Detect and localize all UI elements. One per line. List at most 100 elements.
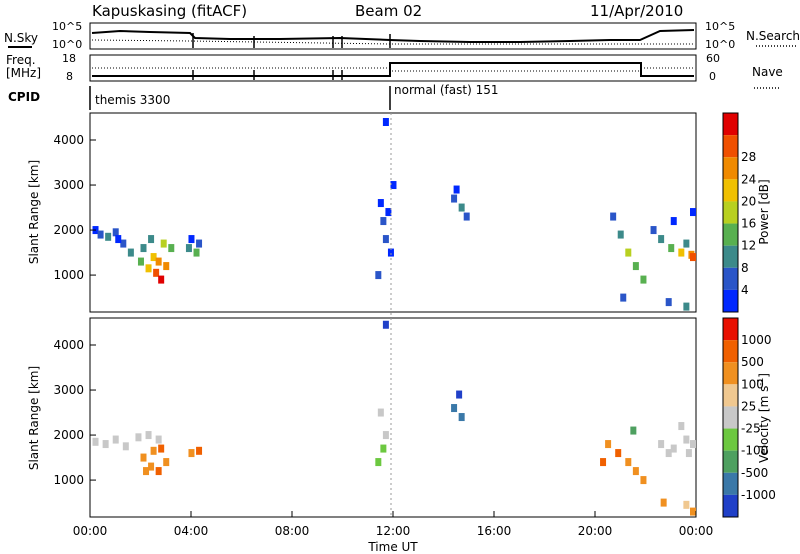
power-cell xyxy=(640,275,647,284)
power-cell xyxy=(650,226,657,235)
velocity-cell xyxy=(163,458,170,467)
power-cell xyxy=(458,203,465,212)
nsky-label: N.Sky xyxy=(4,31,38,45)
velocity-colorbar-swatch xyxy=(723,340,738,363)
power-colorbar-swatch xyxy=(723,113,738,136)
power-colorbar-swatch xyxy=(723,135,738,158)
nsky-trace xyxy=(91,29,695,43)
power-cell xyxy=(160,239,167,248)
velocity-cell xyxy=(102,440,109,449)
velocity-y-axis: 1000 2000 3000 4000 xyxy=(53,338,96,487)
velocity-cell xyxy=(375,458,382,467)
beam-label: Beam 02 xyxy=(355,2,422,20)
velocity-cell xyxy=(615,449,622,458)
power-y-axis-label: Slant Range [km] xyxy=(27,160,41,264)
power-colorbar-tick: 8 xyxy=(741,261,749,275)
velocity-colorbar-tick: -1000 xyxy=(741,488,776,502)
power-colorbar-swatch xyxy=(723,267,738,290)
velocity-cell xyxy=(690,507,696,516)
velocity-colorbar-label-end: ] xyxy=(757,373,771,378)
date-label: 11/Apr/2010 xyxy=(590,2,683,20)
power-colorbar-tick: 12 xyxy=(741,239,756,253)
power-cells xyxy=(92,118,696,311)
power-cell xyxy=(678,248,685,257)
freq-trace xyxy=(92,62,694,77)
velocity-cell xyxy=(380,444,387,453)
velocity-cell xyxy=(658,440,665,449)
velocity-colorbar-tick: 100 xyxy=(741,377,764,391)
power-cell xyxy=(683,302,690,311)
velocity-y-tick-label: 2000 xyxy=(53,428,84,442)
velocity-colorbar-tick: -500 xyxy=(741,466,768,480)
power-colorbar-label: Power [dB] xyxy=(757,179,771,244)
freq-tick-high: 18 xyxy=(62,52,76,65)
power-cell xyxy=(390,181,397,190)
cpid-label: CPID xyxy=(8,90,40,104)
power-cell xyxy=(140,244,147,253)
nave-tick-high: 60 xyxy=(706,52,720,65)
velocity-cell xyxy=(112,435,119,444)
velocity-cell xyxy=(630,426,637,435)
velocity-colorbar-label-main: Velocity [m s xyxy=(757,386,771,463)
x-tick-label: 12:00 xyxy=(376,524,411,538)
x-tick-label: 04:00 xyxy=(174,524,209,538)
velocity-cell xyxy=(148,462,155,471)
nave-label: Nave xyxy=(752,65,783,79)
velocity-cell xyxy=(458,413,465,422)
cpid-strip: CPID themis 3300 normal (fast) 151 xyxy=(8,83,498,110)
freq-label-line2: [MHz] xyxy=(6,66,41,80)
power-colorbar-swatch xyxy=(723,179,738,202)
power-cell xyxy=(155,257,162,266)
power-colorbar-tick: 4 xyxy=(741,283,749,297)
velocity-cell xyxy=(143,467,150,476)
power-cell xyxy=(385,208,392,217)
velocity-cell xyxy=(188,449,195,458)
velocity-y-tick-label: 4000 xyxy=(53,338,84,352)
velocity-cell xyxy=(155,467,162,476)
power-y-tick-label: 3000 xyxy=(53,178,84,192)
velocity-colorbar-swatch xyxy=(723,494,738,517)
power-colorbar-tick: 24 xyxy=(741,172,756,186)
velocity-colorbar-tick: 500 xyxy=(741,355,764,369)
velocity-colorbar-swatch xyxy=(723,472,738,495)
velocity-cell xyxy=(683,435,690,444)
power-colorbar-swatch xyxy=(723,245,738,268)
velocity-cell xyxy=(660,498,667,507)
power-cell xyxy=(150,253,157,262)
velocity-colorbar-tick: 25 xyxy=(741,399,756,413)
power-colorbar-tick: 16 xyxy=(741,217,756,231)
power-cell xyxy=(97,230,104,239)
power-colorbar-swatch xyxy=(723,157,738,180)
velocity-colorbar-tick: -25 xyxy=(741,422,761,436)
velocity-cell xyxy=(625,458,632,467)
power-cell xyxy=(463,212,470,221)
power-y-axis: 1000 2000 3000 4000 xyxy=(53,133,96,282)
velocity-cell xyxy=(150,446,157,455)
nsearch-trace xyxy=(91,39,694,45)
power-cell xyxy=(188,235,195,244)
power-cell xyxy=(690,208,696,217)
power-cell xyxy=(127,248,134,257)
velocity-cell xyxy=(665,449,672,458)
power-cell xyxy=(382,118,389,127)
power-cell xyxy=(148,235,155,244)
nsearch-label: N.Search xyxy=(746,29,800,43)
power-panel: 1000 2000 3000 4000 Slant Range [km] 4 8 12 16… xyxy=(27,112,771,313)
power-cell xyxy=(185,244,192,253)
velocity-cell xyxy=(140,453,147,462)
velocity-cell xyxy=(678,422,685,431)
x-tick-label: 00:00 xyxy=(679,524,714,538)
power-cell xyxy=(690,253,696,262)
nsearch-tick-high: 10^5 xyxy=(705,20,735,33)
velocity-cell xyxy=(690,440,696,449)
velocity-colorbar-swatch xyxy=(723,318,738,341)
velocity-colorbar-label-sup: -1 xyxy=(756,378,765,386)
velocity-cell xyxy=(196,446,203,455)
power-y-tick-label: 2000 xyxy=(53,223,84,237)
velocity-cell xyxy=(382,431,389,440)
velocity-cell xyxy=(155,435,162,444)
power-cell xyxy=(168,244,175,253)
power-colorbar-swatch xyxy=(723,201,738,224)
velocity-panel: 1000 2000 3000 4000 00:00 04:00 08:00 12:00 16:… xyxy=(27,317,776,554)
